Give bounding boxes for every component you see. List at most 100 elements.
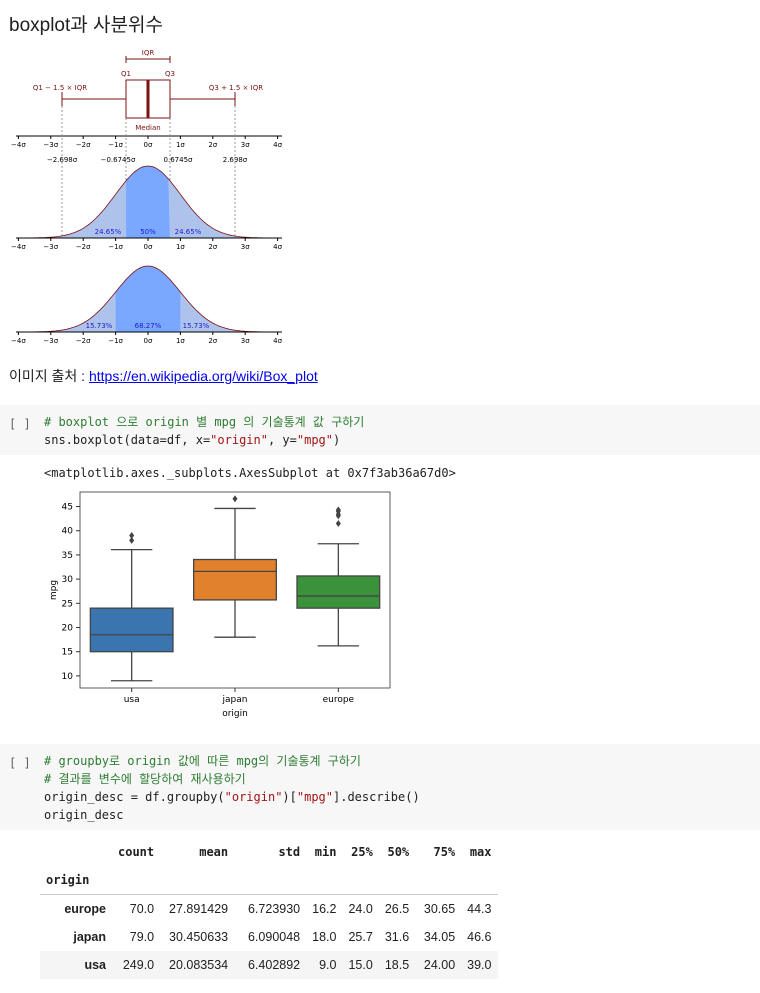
sigma-tick-label: 1σ bbox=[176, 141, 185, 149]
row-label: europe bbox=[40, 894, 112, 923]
table-cell: 6.090048 bbox=[247, 930, 301, 944]
sigma-tick-label: 3σ bbox=[241, 141, 250, 149]
table-cell: 79.0 bbox=[129, 930, 155, 944]
sigma-tick-label: −4σ bbox=[11, 141, 26, 149]
table-row: europe 70.0 27.891429 6.723930 16.2 24.0… bbox=[40, 894, 498, 923]
table-cell: 6.402892 bbox=[247, 958, 301, 972]
right-whisker-label: Q3 + 1.5 × IQR bbox=[209, 84, 263, 92]
table-cell: 70.0 bbox=[112, 894, 161, 923]
column-header: max bbox=[469, 845, 492, 859]
x-tick-label: usa bbox=[124, 695, 140, 705]
iqr-label: IQR bbox=[142, 49, 155, 57]
y-tick-label: 10 bbox=[62, 672, 74, 682]
table-cell: 18.5 bbox=[384, 958, 410, 972]
code-text: origin_desc bbox=[44, 808, 124, 822]
x-tick-label: europe bbox=[323, 695, 355, 705]
sigma-tick-label: −2σ bbox=[76, 141, 91, 149]
sigma-tick-label: −1σ bbox=[108, 337, 123, 345]
sigma-tick-label: 4σ bbox=[273, 141, 282, 149]
code-string: "origin" bbox=[224, 790, 283, 804]
box-usa bbox=[89, 607, 174, 653]
dist2-label: 68.27% bbox=[135, 322, 162, 330]
code-text: ) bbox=[333, 433, 341, 447]
code-cell-groupby[interactable]: [ ] # groupby로 origin 값에 따른 mpg의 기술통계 구하… bbox=[0, 744, 760, 830]
median-label: Median bbox=[135, 124, 160, 132]
code-comment: # 결과를 변수에 할당하여 재사용하기 bbox=[44, 772, 246, 786]
table-cell: 24.0 bbox=[342, 894, 379, 923]
outlier-point bbox=[232, 495, 238, 503]
outlier-point bbox=[129, 536, 135, 544]
y-tick-label: 20 bbox=[62, 624, 74, 634]
code-string: "origin" bbox=[210, 433, 268, 447]
table-cell: 6.723930 bbox=[234, 894, 307, 923]
code-string: "mpg" bbox=[296, 433, 333, 447]
sigma-tick-label: −1σ bbox=[108, 243, 123, 251]
sigma-tick-label: 1σ bbox=[176, 337, 185, 345]
cell-output-text: <matplotlib.axes._subplots.AxesSubplot a… bbox=[44, 466, 456, 480]
cell-run-prompt[interactable]: [ ] bbox=[9, 756, 31, 770]
index-name-row: origin bbox=[40, 866, 498, 895]
y-tick-label: 35 bbox=[62, 551, 73, 561]
table-cell: 44.3 bbox=[461, 894, 498, 923]
table-cell: 24.00 bbox=[423, 958, 456, 972]
code-text: , y= bbox=[267, 433, 297, 447]
table-cell: 15.0 bbox=[348, 958, 373, 972]
sigma-tick-label: −2σ bbox=[76, 243, 91, 251]
table-cell: 34.05 bbox=[423, 930, 456, 944]
sigma-tick-label: −4σ bbox=[11, 243, 26, 251]
sigma-tick-label: 2σ bbox=[208, 243, 217, 251]
sigma-tick-label: −4σ bbox=[11, 337, 26, 345]
table-cell: 31.6 bbox=[384, 930, 410, 944]
code-comment: # groupby로 origin 값에 따른 mpg의 기술통계 구하기 bbox=[44, 754, 361, 768]
source-label: 이미지 출처 : bbox=[9, 368, 89, 384]
box-europe bbox=[296, 575, 381, 609]
column-header: count bbox=[118, 845, 155, 859]
q1-label: Q1 bbox=[121, 70, 131, 78]
quartile-value: 0.6745σ bbox=[164, 156, 193, 164]
sigma-tick-label: 3σ bbox=[241, 243, 250, 251]
dist2-label: 15.73% bbox=[86, 322, 113, 330]
y-tick-label: 15 bbox=[62, 648, 73, 658]
dist1-label: 24.65% bbox=[175, 228, 202, 236]
dist1-label: 24.65% bbox=[95, 228, 122, 236]
row-label: japan bbox=[73, 930, 106, 944]
y-tick-label: 45 bbox=[62, 503, 73, 513]
code-editor[interactable]: # boxplot 으로 origin 별 mpg 의 기술통계 값 구하기 s… bbox=[44, 413, 364, 449]
table-cell: 30.450633 bbox=[169, 930, 229, 944]
q3-label: Q3 bbox=[165, 70, 175, 78]
table-cell: 18.0 bbox=[312, 930, 337, 944]
box-japan bbox=[193, 558, 277, 601]
table-cell: 39.0 bbox=[467, 958, 492, 972]
table-cell: 16.2 bbox=[306, 894, 343, 923]
code-editor[interactable]: # groupby로 origin 값에 따른 mpg의 기술통계 구하기 # … bbox=[44, 752, 420, 824]
dist1-label: 50% bbox=[140, 228, 156, 236]
code-cell-boxplot[interactable]: [ ] # boxplot 으로 origin 별 mpg 의 기술통계 값 구… bbox=[0, 405, 760, 455]
column-header: std bbox=[278, 845, 301, 859]
outlier-point bbox=[335, 519, 341, 527]
sigma-tick-label: 0σ bbox=[144, 337, 153, 345]
sigma-tick-label: −3σ bbox=[43, 337, 58, 345]
table-cell: 46.6 bbox=[467, 930, 492, 944]
outlier-point bbox=[129, 532, 135, 540]
source-link[interactable]: https://en.wikipedia.org/wiki/Box_plot bbox=[88, 368, 318, 384]
sigma-tick-label: 3σ bbox=[241, 337, 250, 345]
code-text: ].describe() bbox=[333, 790, 420, 804]
table-header-row: count mean std min 25% 50% 75% max bbox=[40, 838, 498, 866]
column-header: mean bbox=[199, 845, 229, 859]
quartile-value: −0.6745σ bbox=[101, 156, 136, 164]
sigma-tick-label: 1σ bbox=[176, 243, 185, 251]
table-cell: 26.5 bbox=[378, 894, 416, 923]
column-header: 25% bbox=[351, 845, 373, 859]
sigma-tick-label: −1σ bbox=[108, 141, 123, 149]
cell-run-prompt[interactable]: [ ] bbox=[9, 417, 31, 431]
sigma-tick-label: 4σ bbox=[273, 337, 282, 345]
image-source: 이미지 출처 : https://en.wikipedia.org/wiki/B… bbox=[9, 366, 318, 386]
sigma-tick-label: −3σ bbox=[43, 141, 58, 149]
sigma-tick-label: −3σ bbox=[43, 243, 58, 251]
code-text: sns.boxplot(data=df, x= bbox=[44, 433, 211, 447]
y-tick-label: 30 bbox=[62, 575, 74, 585]
x-axis-label: origin bbox=[222, 709, 248, 719]
code-string: "mpg" bbox=[296, 790, 333, 804]
boxplot-quartile-figure: IQR Q1 Q3 Q1 − 1.5 × IQR Q3 + 1.5 × IQR … bbox=[11, 49, 283, 345]
sigma-tick-label: 2σ bbox=[208, 141, 217, 149]
